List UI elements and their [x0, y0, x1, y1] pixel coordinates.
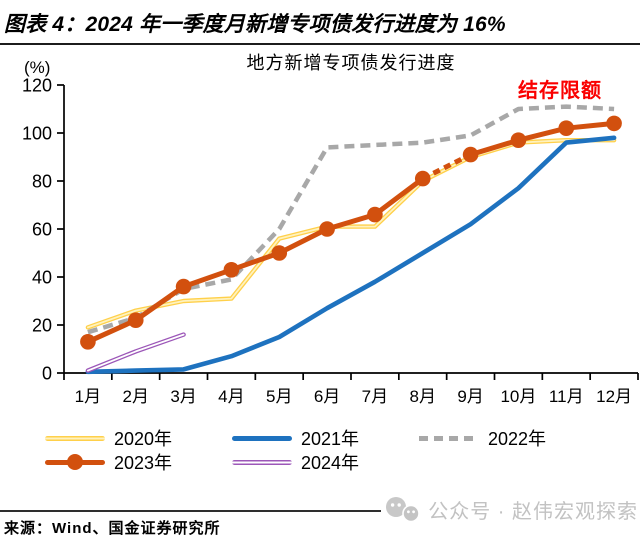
series-marker-2023年: [319, 221, 335, 237]
y-axis-label: 20: [32, 316, 52, 336]
annotation-label: 结存限额: [518, 80, 602, 102]
series-marker-2023年: [175, 278, 192, 295]
series-marker-2023年: [414, 170, 431, 187]
x-axis-label: 9月: [457, 387, 483, 406]
watermark: 公众号 · 赵伟宏观探索: [381, 495, 638, 524]
series-marker-2023年: [271, 245, 288, 261]
y-axis-label: 0: [42, 364, 52, 384]
legend-label-2024年: 2024年: [301, 453, 360, 473]
watermark-text: 公众号 · 赵伟宏观探索: [428, 501, 638, 523]
header-divider: [0, 43, 640, 45]
x-axis-label: 5月: [266, 387, 292, 406]
footer-divider: [0, 510, 407, 512]
x-axis-label: 1月: [75, 387, 101, 406]
axes: [63, 85, 638, 374]
x-axis-label: 10月: [500, 387, 536, 406]
wechat-icon: [386, 496, 421, 522]
figure-title: 图表 4：2024 年一季度月新增专项债发行进度为 16%: [4, 13, 506, 36]
y-axis-label: 100: [22, 124, 52, 144]
series-line-2023年-dashed-segment: [421, 152, 472, 181]
legend-label-2023年: 2023年: [114, 453, 173, 473]
legend-swatch-2022年: [419, 435, 479, 441]
legend-item-2023年: 2023年: [42, 451, 229, 473]
series-marker-2023年: [80, 334, 96, 350]
legend-swatch-2023年: [45, 454, 105, 470]
legend-label-2021年: 2021年: [301, 429, 360, 449]
legend-item-2020年: 2020年: [42, 427, 229, 449]
legend-item-2022年: 2022年: [416, 427, 636, 449]
y-axis-label: 80: [32, 172, 52, 192]
y-axis-label: 120: [22, 76, 52, 96]
series-marker-2023年: [367, 206, 383, 223]
legend-item-2021年: 2021年: [229, 427, 416, 449]
legend-label-2022年: 2022年: [488, 429, 547, 449]
x-axis-label: 11月: [549, 387, 584, 406]
series-line-2023年: [85, 176, 426, 345]
series-line-2023年: [468, 120, 617, 158]
chart-title: 地方新增专项债发行进度: [246, 53, 456, 73]
x-axis-label: 8月: [410, 387, 436, 406]
series-marker-2023年: [510, 132, 527, 148]
legend-label-2020年: 2020年: [114, 429, 173, 449]
series-marker-2023年: [127, 312, 144, 329]
legend-marker-dot: [67, 454, 83, 470]
x-axis-label: 2月: [123, 387, 149, 406]
x-axis-label: 6月: [314, 387, 340, 406]
y-axis-label: 60: [32, 220, 52, 240]
x-axis-label: 3月: [170, 387, 196, 406]
legend-swatch-2024年: [232, 459, 292, 465]
legend-swatch-2020年: [45, 435, 105, 441]
series-line-2024年-inner: [87, 333, 185, 372]
series-line-2020年-inner: [87, 139, 615, 329]
y-axis-unit-label: (%): [24, 58, 51, 77]
source-text: 来源：Wind、国金证券研究所: [4, 520, 221, 537]
legend-item-2024年: 2024年: [229, 451, 416, 473]
series-marker-2023年: [606, 115, 622, 132]
series-marker-2023年: [462, 146, 479, 163]
series-line-2021年: [85, 135, 617, 375]
y-axis-label: 40: [32, 268, 52, 288]
series-marker-2023年: [223, 262, 240, 278]
series-marker-2023年: [558, 120, 575, 136]
legend-swatch-2021年: [232, 435, 292, 441]
x-axis-label: 4月: [218, 387, 244, 406]
x-axis-label: 12月: [596, 387, 632, 406]
x-axis-label: 7月: [362, 387, 388, 406]
chart-legend: 2020年 2021年 2022年 2023年 2024年: [42, 427, 636, 473]
